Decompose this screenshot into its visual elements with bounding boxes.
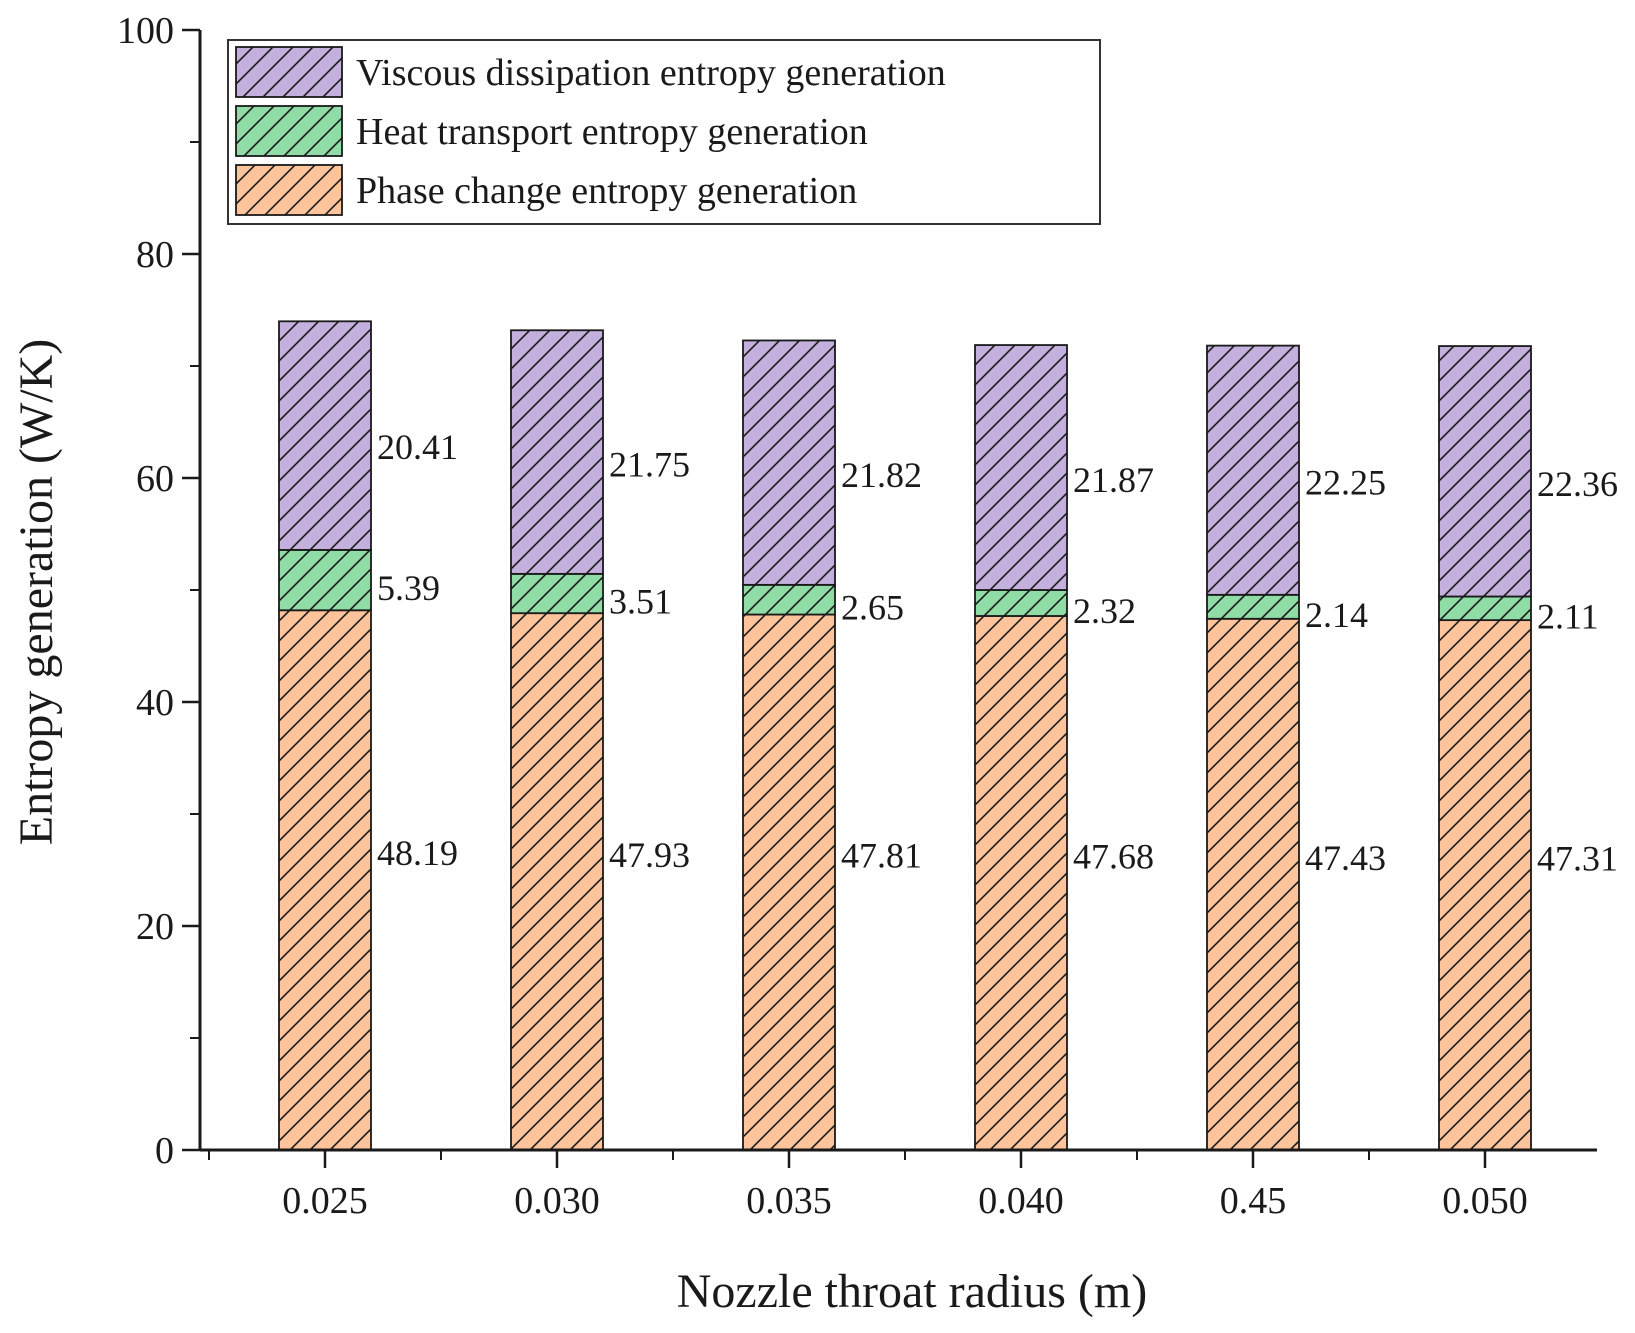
data-label-phase-change-entropy-generation-0.035: 47.81 bbox=[841, 835, 922, 875]
x-tick-label-0.035: 0.035 bbox=[746, 1180, 832, 1222]
bar-hatch-heat-transport-entropy-generation-0.040 bbox=[974, 589, 1068, 617]
data-label-heat-transport-entropy-generation-0.035: 2.65 bbox=[841, 588, 904, 628]
bar-hatch-viscous-dissipation-entropy-generation-0.035 bbox=[742, 339, 836, 586]
data-label-viscous-dissipation-entropy-generation-0.45: 22.25 bbox=[1305, 463, 1386, 503]
data-label-heat-transport-entropy-generation-0.025: 5.39 bbox=[377, 568, 440, 608]
legend-swatch-hatch-phase-change-entropy-generation bbox=[235, 164, 343, 216]
legend-box bbox=[227, 39, 1101, 225]
data-label-viscous-dissipation-entropy-generation-0.040: 21.87 bbox=[1073, 460, 1154, 500]
data-label-phase-change-entropy-generation-0.050: 47.31 bbox=[1537, 839, 1618, 879]
data-label-phase-change-entropy-generation-0.040: 47.68 bbox=[1073, 836, 1154, 876]
bar-hatch-heat-transport-entropy-generation-0.050 bbox=[1438, 595, 1532, 622]
legend-label-heat-transport-entropy-generation: Heat transport entropy generation bbox=[356, 111, 868, 153]
legend-label-phase-change-entropy-generation: Phase change entropy generation bbox=[356, 170, 857, 212]
data-label-heat-transport-entropy-generation-0.030: 3.51 bbox=[609, 582, 672, 622]
data-label-heat-transport-entropy-generation-0.45: 2.14 bbox=[1305, 595, 1368, 635]
bar-hatch-viscous-dissipation-entropy-generation-0.45 bbox=[1206, 344, 1300, 596]
y-tick-label-20: 20 bbox=[136, 906, 174, 948]
x-axis-title: Nozzle throat radius (m) bbox=[677, 1265, 1147, 1318]
bar-hatch-heat-transport-entropy-generation-0.025 bbox=[278, 549, 372, 612]
bar-hatch-viscous-dissipation-entropy-generation-0.025 bbox=[278, 320, 372, 551]
bars-layer bbox=[278, 320, 1532, 1151]
axes-layer: 0 20 40 60 80 100 0.025 0.030 0.035 0.040 0.45 0.05… bbox=[117, 10, 1597, 1222]
y-tick-label-100: 100 bbox=[117, 10, 174, 52]
data-label-phase-change-entropy-generation-0.45: 47.43 bbox=[1305, 838, 1386, 878]
y-tick-label-80: 80 bbox=[136, 234, 174, 276]
bar-hatch-viscous-dissipation-entropy-generation-0.050 bbox=[1438, 345, 1532, 598]
x-tick-label-0.040: 0.040 bbox=[978, 1180, 1064, 1222]
data-label-viscous-dissipation-entropy-generation-0.030: 21.75 bbox=[609, 444, 690, 484]
data-label-phase-change-entropy-generation-0.030: 47.93 bbox=[609, 835, 690, 875]
data-label-viscous-dissipation-entropy-generation-0.025: 20.41 bbox=[377, 427, 458, 467]
y-tick-label-0: 0 bbox=[155, 1130, 174, 1172]
y-tick-label-60: 60 bbox=[136, 458, 174, 500]
y-axis-title: Entropy generation (W/K) bbox=[10, 339, 63, 845]
legend: Viscous dissipation entropy generation He… bbox=[227, 39, 1101, 225]
data-label-viscous-dissipation-entropy-generation-0.035: 21.82 bbox=[841, 455, 922, 495]
y-tick-label-40: 40 bbox=[136, 682, 174, 724]
bar-hatch-phase-change-entropy-generation-0.050 bbox=[1438, 619, 1532, 1151]
x-tick-label-0.030: 0.030 bbox=[514, 1180, 600, 1222]
data-labels-layer: 48.19 5.39 20.41 47.93 3.51 21.75 47.81 2.65 21.… bbox=[377, 427, 1618, 879]
data-label-heat-transport-entropy-generation-0.040: 2.32 bbox=[1073, 591, 1136, 631]
bar-hatch-viscous-dissipation-entropy-generation-0.040 bbox=[974, 344, 1068, 591]
x-tick-label-0.025: 0.025 bbox=[282, 1180, 368, 1222]
bar-hatch-phase-change-entropy-generation-0.030 bbox=[510, 612, 604, 1151]
x-tick-label-0.050: 0.050 bbox=[1442, 1180, 1528, 1222]
bar-hatch-phase-change-entropy-generation-0.45 bbox=[1206, 617, 1300, 1151]
legend-swatch-hatch-heat-transport-entropy-generation bbox=[235, 105, 343, 157]
bar-hatch-heat-transport-entropy-generation-0.035 bbox=[742, 583, 836, 616]
bar-hatch-heat-transport-entropy-generation-0.45 bbox=[1206, 593, 1300, 620]
legend-label-viscous-dissipation-entropy-generation: Viscous dissipation entropy generation bbox=[356, 52, 946, 94]
data-label-phase-change-entropy-generation-0.025: 48.19 bbox=[377, 833, 458, 873]
bar-hatch-viscous-dissipation-entropy-generation-0.030 bbox=[510, 329, 604, 575]
bar-hatch-heat-transport-entropy-generation-0.030 bbox=[510, 572, 604, 615]
bar-hatch-phase-change-entropy-generation-0.035 bbox=[742, 613, 836, 1151]
x-tick-label-0.45: 0.45 bbox=[1220, 1180, 1287, 1222]
data-label-heat-transport-entropy-generation-0.050: 2.11 bbox=[1537, 596, 1599, 636]
bar-hatch-phase-change-entropy-generation-0.040 bbox=[974, 615, 1068, 1151]
data-label-viscous-dissipation-entropy-generation-0.050: 22.36 bbox=[1537, 464, 1618, 504]
legend-swatch-hatch-viscous-dissipation-entropy-generation bbox=[235, 46, 343, 98]
bar-hatch-phase-change-entropy-generation-0.025 bbox=[278, 609, 372, 1151]
